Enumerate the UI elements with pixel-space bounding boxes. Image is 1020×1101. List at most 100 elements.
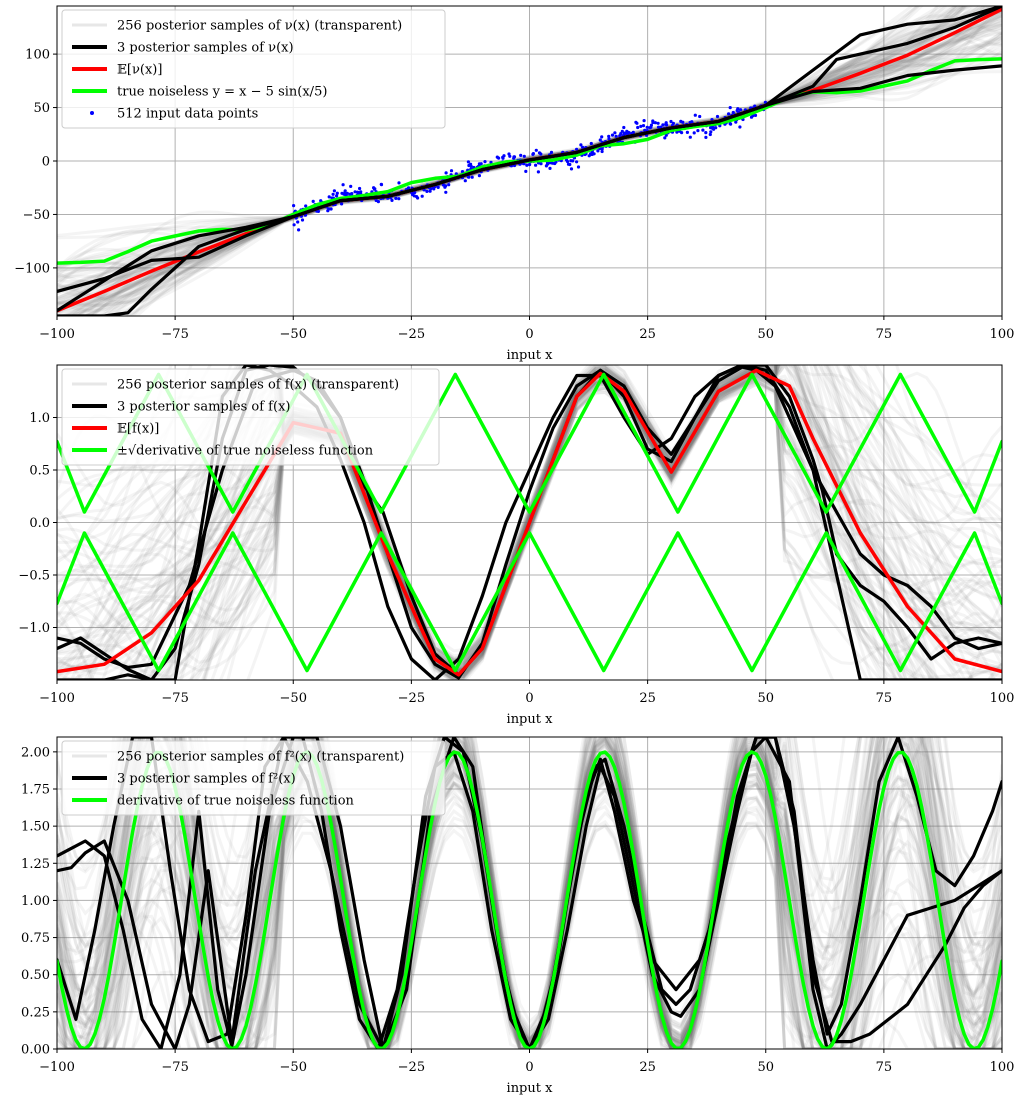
transparent-sample-line xyxy=(57,737,1002,1049)
y-tick-label: −50 xyxy=(23,208,50,223)
data-point xyxy=(659,125,663,129)
data-point xyxy=(664,133,668,137)
transparent-sample-line xyxy=(57,6,924,268)
x-tick-label: 50 xyxy=(757,1060,774,1075)
data-point xyxy=(610,133,615,137)
data-point xyxy=(704,135,708,139)
transparent-sample-line xyxy=(57,365,1002,668)
data-point xyxy=(467,175,471,179)
x-tick-label: −100 xyxy=(39,327,75,342)
transparent-sample-line xyxy=(57,6,921,240)
data-point xyxy=(581,145,585,149)
transparent-sample-line xyxy=(57,737,1002,1049)
y-tick-label: 0 xyxy=(42,155,50,170)
x-tick-label: 100 xyxy=(990,1060,1015,1075)
chart-panel-nu: −100 −75 −50 −25 0 25 50 75 100 −100 −50 0 50 100 inpu… xyxy=(14,5,1015,363)
transparent-sample-line xyxy=(57,365,1002,664)
y-tick-label: 1.0 xyxy=(29,411,50,426)
series-line xyxy=(57,531,1002,673)
legend-entry: 3 posterior samples of f(x) xyxy=(72,400,290,415)
y-tick-label: 50 xyxy=(33,101,50,116)
x-tick-label: 100 xyxy=(990,327,1015,342)
data-point xyxy=(353,190,357,194)
legend: 256 posterior samples of ν(x) (transpare… xyxy=(61,9,446,129)
x-tick-label: −25 xyxy=(398,1060,425,1075)
x-tick-label: −25 xyxy=(398,691,425,706)
transparent-sample-line xyxy=(140,373,1002,680)
data-point xyxy=(590,152,594,156)
data-point xyxy=(685,130,690,134)
x-tick-label: 25 xyxy=(639,1060,656,1075)
y-tick-label: 0.75 xyxy=(21,931,50,946)
transparent-sample-line xyxy=(57,737,1002,1049)
transparent-sample-line xyxy=(69,365,1002,680)
data-point xyxy=(634,120,638,124)
data-point xyxy=(319,199,323,203)
data-point xyxy=(519,153,523,157)
legend-entry: 256 posterior samples of ν(x) (transpare… xyxy=(72,19,402,34)
data-point xyxy=(483,160,487,164)
x-tick-label: 75 xyxy=(876,1060,893,1075)
data-point xyxy=(342,192,346,196)
data-point xyxy=(651,120,655,125)
data-point xyxy=(679,119,683,123)
legend-label: derivative of true noiseless function xyxy=(117,794,355,809)
transparent-sample-line xyxy=(57,737,1002,1036)
data-point xyxy=(412,194,416,198)
data-point xyxy=(469,162,473,166)
data-point xyxy=(568,162,572,167)
x-tick-label: 75 xyxy=(876,327,893,342)
x-tick-label: 25 xyxy=(639,327,656,342)
data-point xyxy=(326,209,330,213)
series-line xyxy=(57,737,1002,1049)
transparent-sample-line xyxy=(57,737,1002,1046)
transparent-sample-line xyxy=(57,742,1002,1049)
transparent-sample-line xyxy=(57,6,988,299)
data-point xyxy=(441,183,445,187)
data-point xyxy=(753,104,757,108)
data-point xyxy=(711,126,715,130)
x-tick-label: −100 xyxy=(39,691,75,706)
x-tick-label: 100 xyxy=(990,691,1015,706)
transparent-sample-line xyxy=(57,737,1002,1033)
data-point xyxy=(763,100,768,104)
transparent-sample-line xyxy=(57,737,1002,1049)
data-point xyxy=(596,149,600,153)
y-tick-label: 1.00 xyxy=(21,894,50,909)
data-point xyxy=(466,160,470,164)
data-point xyxy=(539,162,543,166)
data-point xyxy=(331,192,335,196)
data-point xyxy=(397,181,401,185)
data-point xyxy=(641,124,646,128)
data-point xyxy=(639,124,643,128)
legend: 256 posterior samples of f²(x) (transpar… xyxy=(61,740,446,816)
data-point xyxy=(731,110,735,115)
legend-entry: 256 posterior samples of f²(x) (transpar… xyxy=(72,750,404,765)
legend-entry: true noiseless y = x − 5 sin(x/5) xyxy=(72,85,327,100)
transparent-sample-line xyxy=(176,375,927,680)
data-point xyxy=(625,129,629,133)
legend-label: true noiseless y = x − 5 sin(x/5) xyxy=(117,85,327,100)
x-tick-label: −50 xyxy=(280,1060,307,1075)
data-point xyxy=(693,113,697,117)
y-tick-label: 0.5 xyxy=(29,464,50,479)
legend-label: 3 posterior samples of f²(x) xyxy=(117,772,296,787)
y-tick-label: 0.00 xyxy=(21,1043,50,1058)
y-tick-label: 1.50 xyxy=(21,820,50,835)
transparent-sample-line xyxy=(57,765,1002,1049)
series-line xyxy=(57,750,1002,1049)
data-point xyxy=(428,189,432,193)
transparent-sample-line xyxy=(57,795,1002,1049)
transparent-sample-line xyxy=(57,378,935,680)
transparent-sample-line xyxy=(57,365,1002,671)
chart-panel-f-squared: −100 −75 −50 −25 0 25 50 75 100 0.00 0.25 0.50 0.75 1… xyxy=(21,736,1015,1096)
y-tick-label: 0.25 xyxy=(21,1005,50,1020)
x-tick-label: −50 xyxy=(280,327,307,342)
data-point xyxy=(528,163,532,167)
data-point xyxy=(340,202,344,206)
data-point xyxy=(549,150,554,154)
data-point xyxy=(696,129,700,133)
x-tick-label: 50 xyxy=(757,691,774,706)
data-point xyxy=(522,154,526,158)
